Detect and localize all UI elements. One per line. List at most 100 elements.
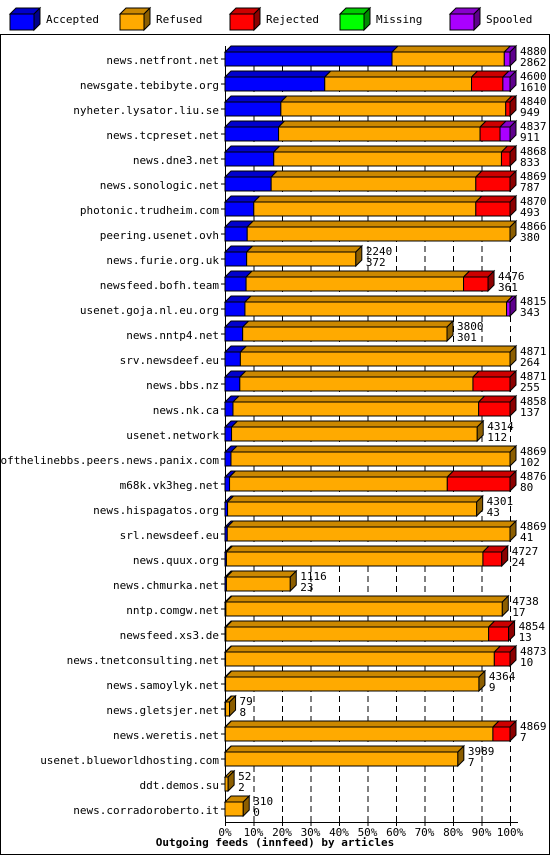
chart-legend: Accepted Refused Rejected Missing Spooled <box>8 6 532 32</box>
category-label: peering.usenet.ovh <box>100 229 219 242</box>
value-label-offered: 4364 <box>489 670 516 683</box>
legend-item-accepted: Accepted <box>8 6 99 32</box>
bar-segment-top <box>228 470 455 478</box>
bar-segment-accepted <box>224 201 255 217</box>
bar-side <box>509 44 517 68</box>
bar-side <box>509 69 517 93</box>
bar-segment-spooled <box>499 126 511 142</box>
bar-side <box>509 119 517 143</box>
category-label: usenet.network <box>126 429 219 442</box>
x-tick-label: 10% <box>244 826 264 839</box>
bar-side <box>509 144 517 168</box>
bar-segment-refused <box>229 476 448 492</box>
bar-segment-top <box>226 520 518 528</box>
value-label-offered: 4837 <box>520 120 547 133</box>
category-label: srv.newsdeef.eu <box>120 354 219 367</box>
value-label-offered: 4738 <box>512 595 539 608</box>
category-label: news.furie.org.uk <box>106 254 219 267</box>
bar-segment-rejected <box>493 651 511 667</box>
bar-side <box>509 294 517 318</box>
legend-swatch <box>9 13 35 31</box>
legend-item-rejected: Rejected <box>228 6 319 32</box>
bar-side <box>229 694 237 718</box>
bar-side <box>501 544 509 568</box>
bar-segment-refused <box>225 551 484 567</box>
bar-segment-refused <box>246 251 357 267</box>
value-label-accepted: 380 <box>520 231 540 244</box>
bar-segment-refused <box>242 326 448 342</box>
bar-segment-rejected <box>471 76 504 92</box>
value-label-offered: 2240 <box>366 245 393 258</box>
x-tick-label: 0% <box>218 826 232 839</box>
value-label-offered: 4866 <box>520 220 547 233</box>
value-label-accepted: 9 <box>489 681 496 694</box>
category-label: news.tnetconsulting.net <box>67 654 219 667</box>
bar-segment-top <box>272 145 509 153</box>
bar-segment-accepted <box>224 376 241 392</box>
x-tick-label: 80% <box>443 826 463 839</box>
category-label: nntp.comgw.net <box>126 604 219 617</box>
x-tick-label: 100% <box>497 826 524 839</box>
bar-segment-refused <box>224 751 459 767</box>
bar-segment-top <box>474 170 518 178</box>
category-label: usenet.blueworldhosting.com <box>40 754 219 767</box>
value-label-accepted: 17 <box>512 606 525 619</box>
bar-segment-rejected <box>488 626 510 642</box>
bar-segment-top <box>279 95 513 103</box>
bar-segment-top <box>230 420 485 428</box>
bar-segment-refused <box>225 626 490 642</box>
bar-side <box>509 644 517 668</box>
bar-segment-accepted <box>224 76 326 92</box>
value-label-accepted: 102 <box>520 456 540 469</box>
bar-side <box>509 719 517 743</box>
bar-segment-accepted <box>224 351 241 367</box>
value-label-accepted: 255 <box>520 381 540 394</box>
bar-segment-refused <box>224 726 494 742</box>
bar-segment-top <box>224 645 502 653</box>
value-label-offered: 4871 <box>520 345 547 358</box>
bar-segment-top <box>223 120 286 128</box>
bar-side <box>509 369 517 393</box>
bar-side <box>509 444 517 468</box>
value-label-accepted: 343 <box>520 306 540 319</box>
bar-segment-refused <box>273 151 502 167</box>
value-label-offered: 4869 <box>520 720 547 733</box>
category-label: news.quux.org <box>133 554 219 567</box>
value-label-offered: 4815 <box>520 295 547 308</box>
bar-segment-refused <box>226 526 511 542</box>
bar-segment-refused <box>245 276 465 292</box>
bar-segment-accepted <box>224 426 233 442</box>
bar-segment-top <box>390 45 512 53</box>
value-label-accepted: 361 <box>498 281 518 294</box>
value-label-accepted: 2862 <box>520 56 547 69</box>
value-label-accepted: 833 <box>520 156 540 169</box>
bar-segment-top <box>224 595 510 603</box>
bar-side <box>227 769 235 793</box>
x-tick-label: 30% <box>301 826 321 839</box>
bar-segment-rejected <box>475 201 511 217</box>
bar-row: news.gletsjer.net 798 <box>106 694 253 719</box>
legend-item-missing: Missing <box>338 6 422 32</box>
bar-segment-top <box>471 370 518 378</box>
category-label: news.sonologic.net <box>100 179 219 192</box>
value-label-accepted: 80 <box>520 481 533 494</box>
bar-segment-top <box>269 170 484 178</box>
bar-segment-refused <box>324 76 473 92</box>
bar-segment-top <box>224 745 466 753</box>
value-label-accepted: 493 <box>520 206 540 219</box>
bar-segment-refused <box>225 576 291 592</box>
value-label-offered: 4858 <box>520 395 547 408</box>
value-label-offered: 79 <box>240 695 253 708</box>
bar-segment-refused <box>225 676 480 692</box>
value-label-offered: 1116 <box>300 570 327 583</box>
bar-side <box>508 619 516 643</box>
